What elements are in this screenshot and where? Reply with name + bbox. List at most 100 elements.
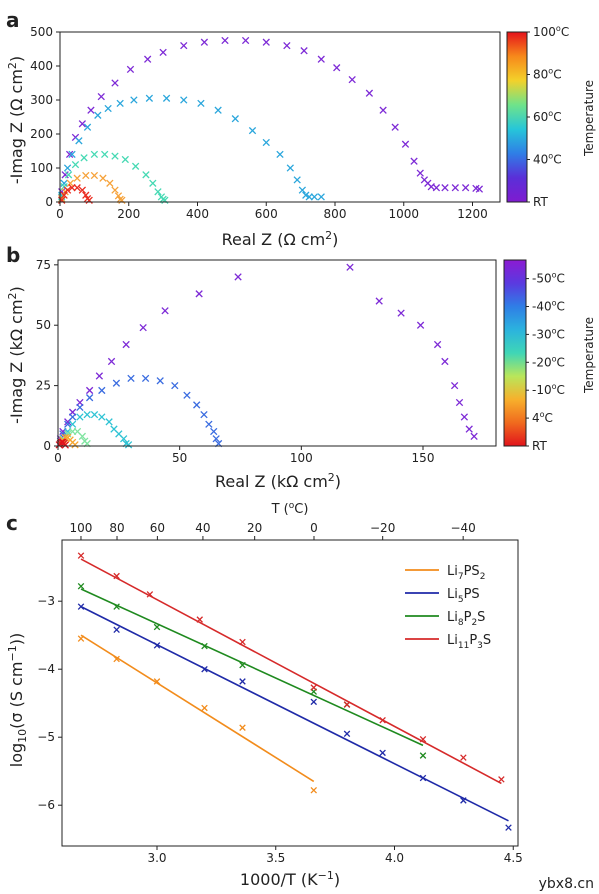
panel-a-series-2-point-12 — [154, 188, 162, 196]
panel-c-series-2-point-7 — [419, 752, 427, 759]
panel-a-series-0-point-3-stroke-2 — [71, 133, 80, 142]
panel-c-series-0-point-4 — [239, 724, 246, 731]
panel-a-series-0-point-12-stroke-2 — [200, 38, 209, 46]
panel-c-series-1-point-9-stroke-2 — [460, 797, 467, 804]
panel-c-series-0-point-5 — [310, 786, 318, 794]
panel-b-series-1-point-11-stroke-2 — [171, 381, 179, 390]
panel-b-series-0-point-18-stroke-2 — [441, 357, 449, 366]
panel-a-series-1-point-10-stroke-2 — [145, 94, 154, 102]
panel-a-series-0-point-19-stroke-2 — [333, 64, 341, 72]
panel-a-series-1-point-14-stroke-2 — [214, 106, 222, 114]
panel-a-series-1-point-2-stroke-2 — [63, 164, 72, 172]
panel-a-series-0-point-26-stroke-2 — [416, 169, 424, 177]
panel-c-series-2-point-0 — [77, 582, 85, 590]
panel-a-series-0-point-6-stroke-2 — [97, 92, 105, 101]
panel-b-series-0-point-5 — [85, 386, 94, 395]
panel-a-series-0-point-2-stroke-2 — [65, 150, 74, 159]
panel-c-xtick-label: 4.0 — [385, 851, 404, 865]
panel-c-series-3-point-2 — [146, 591, 154, 598]
panel-a-series-1-point-3-stroke-2 — [68, 150, 76, 159]
panel-a-series-2-point-3-stroke-2 — [71, 160, 80, 169]
panel-c-xtick-label: 4.5 — [504, 851, 523, 865]
panel-c-legend-label-3: Li11P3S — [447, 633, 491, 651]
panel-b-series-1-point-16-stroke-2 — [210, 427, 218, 436]
panel-a-colorbar: 100oC 80oC 60oC 40oC RT — [506, 24, 569, 209]
panel-a-series-0-point-11-stroke-2 — [180, 41, 188, 50]
panel-b-series-1-point-3 — [68, 413, 77, 421]
panel-c-series-3-point-2-stroke-2 — [146, 591, 154, 598]
panel-a-series-0-point-14-stroke-2 — [241, 36, 250, 45]
panel-c-series-3-point-7-stroke-2 — [379, 716, 386, 724]
panel-c-top-tick-label: −40 — [450, 521, 475, 535]
panel-a-series-0-point-31-stroke-2 — [441, 184, 449, 192]
panel-c-series-1-point-0-stroke-2 — [77, 603, 85, 610]
panel-a-series-0-point-13-stroke-2 — [221, 36, 229, 45]
panel-c-series-0-point-4-stroke-2 — [239, 724, 246, 731]
panel-a-series-1-point-20-stroke-2 — [293, 176, 301, 184]
panel-a-series-1-point-21 — [298, 186, 307, 194]
panel-c-legend: Li7PS2 Li5PS Li8P2S Li11P3S — [405, 564, 491, 651]
panel-c-series-0-point-1-stroke-2 — [113, 655, 120, 663]
panel-a-series-4-point-2 — [63, 186, 72, 194]
panel-a-colorbar-tick-label-1: 80oC — [533, 67, 562, 82]
panel-a-series-2-point-6 — [101, 150, 109, 159]
panel-b-series-1-point-6 — [98, 386, 106, 395]
panel-b-label: b — [6, 243, 20, 267]
panel-b-colorbar-tick-label-5: 4oC — [532, 410, 553, 425]
panel-a-series-0-point-18-stroke-2 — [317, 55, 325, 63]
panel-a-series-0-point-20 — [348, 75, 356, 84]
panel-c-top-xlabel: T (oC) — [271, 501, 309, 517]
panel-a-series-0-point-35 — [475, 185, 484, 193]
panel-a-series-2-point-12-stroke-2 — [154, 188, 162, 196]
panel-b-series-2-point-5 — [83, 410, 91, 419]
panel-c-series-1-point-2 — [153, 642, 161, 649]
panel-a-series-0-point-19 — [333, 64, 341, 72]
panel-a-colorbar-label: Temperature — [582, 80, 596, 157]
panel-a-series-3-point-8 — [111, 186, 119, 194]
panel-a-xlabel: Real Z (Ω cm2) — [222, 229, 339, 249]
panel-c-xtick-label: 3.5 — [266, 851, 285, 865]
panel-b-series-2-point-3 — [68, 420, 77, 428]
panel-a-ytick-label: 0 — [45, 195, 53, 209]
panel-c-series-1-point-1-stroke-2 — [113, 626, 120, 634]
panel-a-series-2-point-2-stroke-2 — [64, 171, 73, 179]
panel-a-series-1-point-1 — [60, 179, 68, 187]
panel-b-series-3-point-5-stroke-2 — [78, 432, 86, 440]
panel-c-series-1-point-9 — [460, 797, 467, 804]
panel-a-xtick-label: 600 — [255, 207, 278, 221]
panel-c-series-2-point-1 — [113, 603, 120, 610]
panel-a-colorbar-tick-label-3: 40oC — [533, 152, 562, 167]
panel-a-series-1-point-4-stroke-2 — [75, 137, 83, 145]
panel-c-series-3-point-9-stroke-2 — [460, 754, 467, 761]
panel-a-series-3-point-7 — [106, 179, 114, 187]
panel-a-ytick-label: 300 — [30, 93, 53, 107]
panel-b-series-1-point-15-stroke-2 — [205, 420, 213, 428]
panel-b-xtick-label: 150 — [412, 451, 435, 465]
panel-b-xtick-label: 100 — [290, 451, 313, 465]
panel-a-series-2-point-3 — [71, 160, 80, 169]
panel-c-series-2-point-3 — [201, 642, 208, 650]
panel-c-series-3-point-6 — [343, 701, 351, 708]
panel-a-series-4-point-4 — [73, 184, 81, 192]
panel-a-series-2-point-7 — [111, 152, 119, 160]
panel-a-series-1-point-8-stroke-2 — [116, 99, 124, 108]
panel-c-series-3-point-8 — [419, 735, 427, 743]
panel-b-series-0-point-17 — [433, 340, 442, 349]
panel-a-series-0-point-20-stroke-2 — [348, 75, 356, 84]
panel-b-series-1-point-8 — [127, 374, 135, 383]
panel-b-colorbar-tick-label-6: RT — [532, 439, 547, 453]
panel-c-ytick-label: −5 — [37, 730, 55, 744]
panel-a-series-0-point-9 — [143, 55, 152, 63]
panel-b-ytick-label: 50 — [36, 318, 51, 332]
panel-a-series-1-point-19 — [286, 164, 294, 172]
panel-a-series-2-point-9-stroke-2 — [131, 162, 140, 170]
panel-a-series-0-point-26 — [416, 169, 424, 177]
panel-a-xtick-label: 1000 — [388, 207, 419, 221]
panel-b-series-1-point-13-stroke-2 — [193, 401, 201, 409]
panel-a-series-4-point-5-stroke-2 — [78, 186, 87, 194]
panel-c-series-1-point-6 — [343, 730, 351, 738]
panel-a-ylabel: -Imag Z (Ω cm2) — [6, 56, 26, 184]
panel-a-series-1-point-3 — [68, 150, 76, 159]
panel-a-series-3-point-6-stroke-2 — [99, 174, 107, 182]
panel-a-series-2-point-5 — [90, 150, 99, 159]
